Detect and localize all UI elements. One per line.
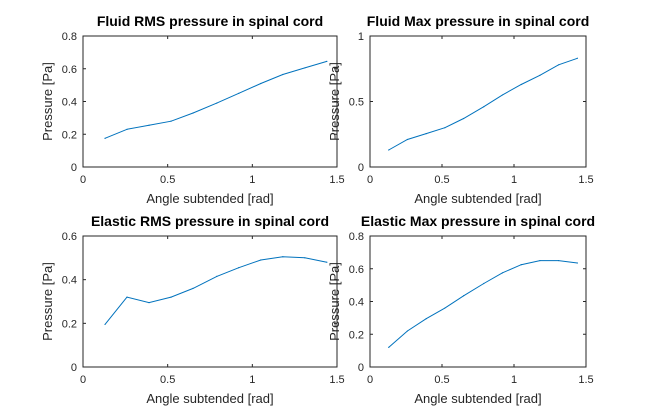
y-axis-label: Pressure [Pa] bbox=[40, 62, 55, 141]
y-tick-label: 0.4 bbox=[349, 297, 364, 309]
data-point bbox=[304, 257, 306, 259]
x-axis-label: Angle subtended [rad] bbox=[146, 391, 273, 406]
data-point bbox=[148, 124, 150, 126]
data-point bbox=[216, 275, 218, 277]
data-point bbox=[520, 83, 522, 86]
x-tick-label: 1.5 bbox=[578, 174, 593, 186]
y-tick-label: 0.2 bbox=[349, 329, 364, 341]
y-tick-label: 0.4 bbox=[62, 97, 77, 109]
data-point bbox=[406, 138, 409, 141]
data-point bbox=[282, 256, 284, 258]
data-point bbox=[444, 127, 446, 129]
x-tick-label: 0.5 bbox=[434, 374, 449, 386]
data-point bbox=[282, 73, 284, 76]
y-tick-label: 0.2 bbox=[62, 318, 77, 330]
y-tick-label: 1 bbox=[358, 31, 364, 43]
data-point bbox=[104, 137, 106, 139]
chart-title: Elastic RMS pressure in spinal cord bbox=[91, 213, 329, 229]
data-point bbox=[558, 259, 560, 262]
data-point bbox=[425, 132, 427, 135]
x-axis-label: Angle subtended [rad] bbox=[414, 191, 541, 206]
y-tick-label: 0.4 bbox=[62, 275, 77, 287]
data-point bbox=[216, 102, 218, 104]
data-point bbox=[406, 330, 409, 332]
data-point bbox=[558, 64, 560, 66]
y-tick-label: 0 bbox=[358, 362, 364, 374]
data-point bbox=[576, 57, 578, 59]
x-tick-label: 1.5 bbox=[329, 374, 344, 386]
y-tick-label: 0.6 bbox=[349, 264, 364, 276]
data-point bbox=[126, 128, 128, 130]
data-point bbox=[501, 272, 504, 274]
data-point bbox=[260, 82, 262, 85]
x-tick-label: 1 bbox=[249, 374, 255, 386]
data-point bbox=[326, 60, 328, 62]
y-tick-label: 0.8 bbox=[349, 231, 364, 243]
axes-box bbox=[82, 235, 338, 368]
data-point bbox=[463, 117, 465, 120]
data-point bbox=[260, 259, 262, 261]
y-tick-label: 0.5 bbox=[349, 97, 364, 109]
y-tick-label: 0 bbox=[358, 162, 364, 174]
y-tick-label: 0.6 bbox=[62, 231, 77, 243]
axes-box bbox=[82, 35, 338, 168]
x-tick-label: 1 bbox=[511, 374, 517, 386]
data-point bbox=[192, 112, 194, 114]
data-point bbox=[238, 92, 240, 94]
y-axis-label: Pressure [Pa] bbox=[327, 262, 342, 341]
x-tick-label: 1.5 bbox=[329, 174, 344, 186]
data-point bbox=[520, 264, 522, 266]
subplot-fluid-rms: 0 0.5 1 1.5 0 0.2 0.4 0.6 0.8 Fluid RMS pressure … bbox=[40, 13, 345, 206]
data-point bbox=[126, 296, 128, 298]
axes-box bbox=[369, 35, 587, 168]
x-axis-label: Angle subtended [rad] bbox=[146, 191, 273, 206]
data-point bbox=[444, 307, 446, 309]
data-point bbox=[304, 67, 306, 69]
x-tick-label: 0.5 bbox=[434, 174, 449, 186]
y-axis-label: Pressure [Pa] bbox=[327, 62, 342, 141]
data-point bbox=[170, 296, 172, 298]
data-point bbox=[238, 267, 240, 269]
x-tick-label: 0 bbox=[367, 174, 373, 186]
x-tick-label: 1 bbox=[511, 174, 517, 186]
y-tick-label: 0 bbox=[71, 162, 77, 174]
data-point bbox=[170, 120, 172, 122]
x-tick-label: 0 bbox=[80, 174, 86, 186]
x-tick-label: 1 bbox=[249, 174, 255, 186]
chart-title: Elastic Max pressure in spinal cord bbox=[361, 213, 595, 229]
y-tick-label: 0.2 bbox=[62, 129, 77, 141]
x-tick-label: 0 bbox=[367, 374, 373, 386]
data-point bbox=[576, 262, 578, 264]
y-tick-label: 0.8 bbox=[62, 31, 77, 43]
data-point bbox=[463, 295, 465, 297]
x-tick-label: 0 bbox=[80, 374, 86, 386]
y-tick-label: 0.6 bbox=[62, 64, 77, 76]
x-tick-label: 0.5 bbox=[160, 374, 175, 386]
data-point bbox=[388, 149, 390, 151]
data-point bbox=[539, 259, 541, 262]
x-tick-label: 0.5 bbox=[160, 174, 175, 186]
data-point bbox=[483, 106, 485, 108]
data-point bbox=[483, 282, 485, 285]
data-point bbox=[326, 261, 328, 263]
subplot-elastic-rms: 0 0.5 1 1.5 0 0.2 0.4 0.6 Elastic RMS pressure i… bbox=[40, 213, 345, 406]
y-tick-label: 0 bbox=[71, 362, 77, 374]
chart-title: Fluid Max pressure in spinal cord bbox=[367, 13, 590, 29]
data-point bbox=[388, 346, 390, 348]
subplot-elastic-max: 0 0.5 1 1.5 0 0.2 0.4 0.6 0.8 Elastic Max pressur… bbox=[327, 213, 595, 406]
chart-title: Fluid RMS pressure in spinal cord bbox=[97, 13, 323, 29]
data-point bbox=[104, 323, 106, 326]
y-axis-label: Pressure [Pa] bbox=[40, 262, 55, 341]
x-tick-label: 1.5 bbox=[578, 374, 593, 386]
x-axis-label: Angle subtended [rad] bbox=[414, 391, 541, 406]
data-point bbox=[192, 287, 194, 289]
data-point bbox=[425, 318, 427, 320]
data-point bbox=[148, 301, 150, 304]
axes-box bbox=[369, 235, 587, 368]
data-point bbox=[501, 94, 504, 96]
data-point bbox=[539, 74, 541, 76]
